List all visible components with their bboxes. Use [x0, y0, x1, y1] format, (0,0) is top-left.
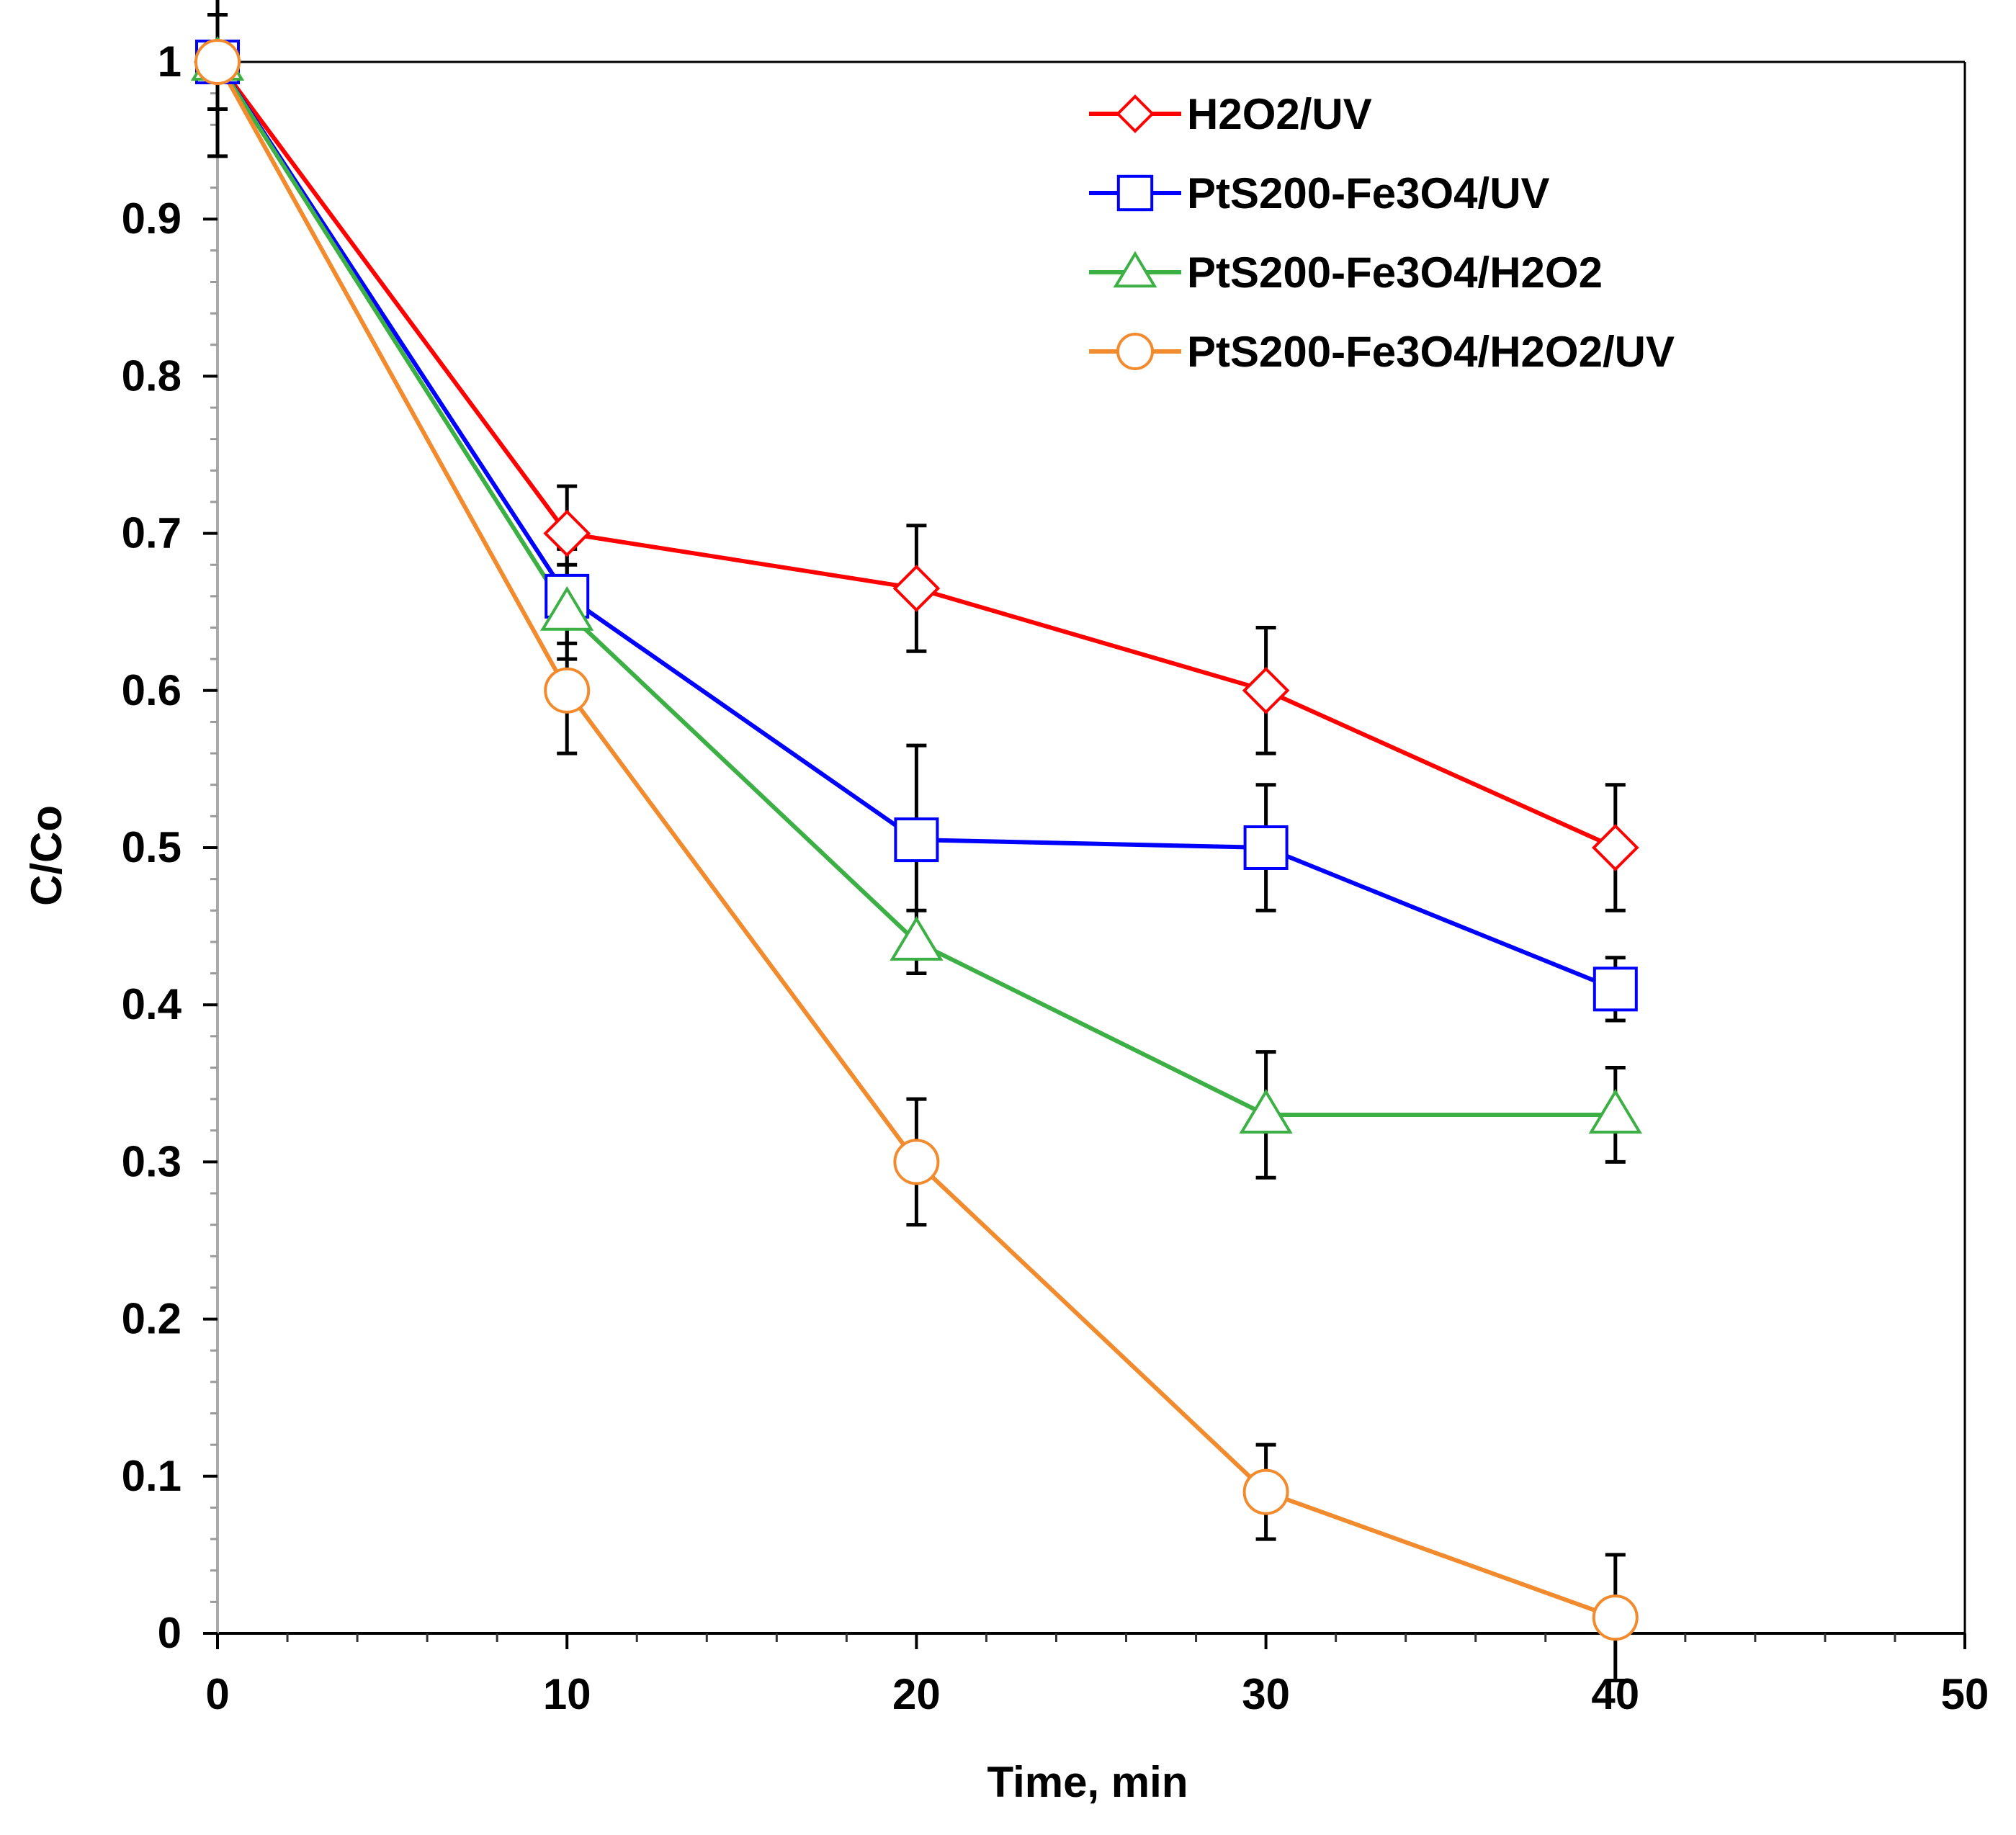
data-point-diamond [1242, 666, 1290, 714]
legend-label: PtS200-Fe3O4/H2O2 [1187, 248, 1603, 297]
y-tick-label: 0.7 [122, 509, 182, 557]
legend-label: H2O2/UV [1187, 90, 1372, 138]
data-point-circle [1592, 1594, 1639, 1641]
data-point-circle [1242, 1468, 1289, 1515]
data-point-circle [194, 39, 241, 85]
data-point-square [1592, 966, 1638, 1012]
data-point-square [894, 817, 939, 863]
data-point-square [1243, 825, 1289, 870]
y-axis-title: C/Co [22, 805, 71, 906]
data-point-diamond [1591, 824, 1639, 871]
x-tick-label: 50 [1941, 1670, 1989, 1718]
x-axis-ticks: 0 10 20 30 40 50 [205, 1633, 1989, 1718]
y-axis-ticks: 0 0.1 0.2 0.3 0.4 0.5 0.6 0.7 0.8 0.9 1 [122, 37, 218, 1657]
data-point-triangle [890, 916, 944, 961]
y-tick-label: 0.4 [122, 980, 182, 1028]
y-tick-label: 0.5 [122, 823, 182, 871]
data-point-diamond [1116, 94, 1155, 133]
y-tick-label: 0.9 [122, 194, 182, 243]
x-tick-label: 0 [205, 1670, 229, 1718]
legend-entry: PtS200-Fe3O4/H2O2 [1089, 248, 1603, 297]
y-tick-label: 1 [158, 37, 182, 86]
x-tick-label: 30 [1242, 1670, 1290, 1718]
data-point-circle [544, 667, 591, 714]
x-axis-title: Time, min [987, 1758, 1188, 1806]
legend-label: PtS200-Fe3O4/UV [1187, 169, 1550, 217]
data-point-triangle [1239, 1089, 1293, 1134]
data-point-diamond [892, 565, 941, 612]
y-tick-label: 0.8 [122, 351, 182, 400]
y-tick-label: 0.2 [122, 1295, 182, 1343]
data-point-circle [1116, 333, 1154, 370]
y-tick-label: 0.6 [122, 666, 182, 714]
legend-entry: PtS200-Fe3O4/UV [1089, 169, 1550, 217]
series-markers [190, 36, 1642, 1641]
legend: H2O2/UV PtS200-Fe3O4/UV PtS200-Fe3O4/H2O2 P… [1089, 90, 1675, 376]
y-tick-label: 0.3 [122, 1137, 182, 1185]
data-point-triangle [1113, 251, 1157, 288]
x-tick-label: 10 [543, 1670, 591, 1718]
x-tick-label: 20 [892, 1670, 941, 1718]
data-point-triangle [540, 586, 594, 631]
y-tick-label: 0 [158, 1609, 182, 1657]
y-tick-label: 0.1 [122, 1452, 182, 1500]
data-point-triangle [1588, 1089, 1642, 1134]
data-point-circle [893, 1139, 940, 1185]
legend-entry: PtS200-Fe3O4/H2O2/UV [1089, 328, 1675, 376]
data-point-square [1116, 174, 1154, 212]
data-point-diamond [543, 509, 591, 557]
legend-label: PtS200-Fe3O4/H2O2/UV [1187, 328, 1675, 376]
legend-entry: H2O2/UV [1089, 90, 1372, 138]
